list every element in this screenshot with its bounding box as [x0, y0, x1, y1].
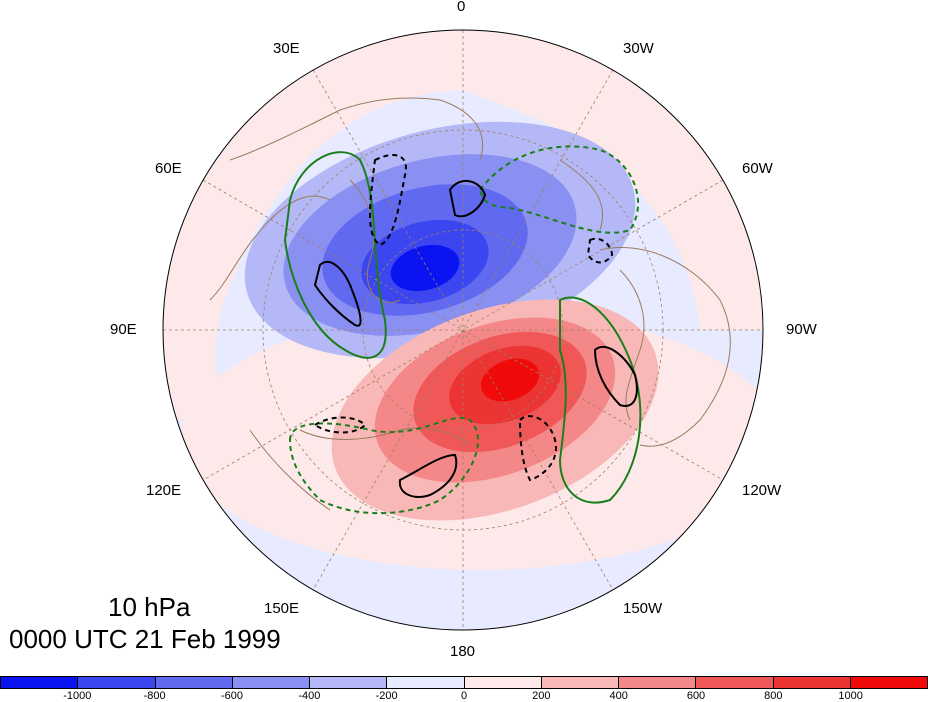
colorbar-tick-label: 1000 — [838, 690, 863, 702]
pressure-level-title: 10 hPa — [108, 592, 191, 622]
colorbar-tick-label: -800 — [143, 690, 166, 702]
colorbar-swatch — [387, 677, 465, 688]
colorbar-swatch — [850, 677, 927, 688]
lon-label-150e: 150E — [264, 600, 300, 617]
anomaly-positive-outer — [163, 30, 463, 420]
lon-label-180: 180 — [450, 643, 476, 660]
lon-label-0: 0 — [457, 0, 466, 15]
colorbar-tick-label: -1000 — [63, 690, 92, 702]
colorbar-swatch — [310, 677, 388, 688]
colorbar-swatch — [773, 677, 851, 688]
colorbar-swatch — [155, 677, 233, 688]
colorbar-tick-label: 200 — [532, 690, 551, 702]
colorbar-tick-label: -600 — [220, 690, 244, 702]
colorbar — [0, 676, 928, 689]
lon-label-30w: 30W — [623, 40, 654, 57]
coastlines — [209, 97, 731, 511]
colorbar-swatch — [696, 677, 774, 688]
colorbar-swatch — [541, 677, 619, 688]
colorbar-tick-label: 800 — [764, 690, 783, 702]
lon-label-90w: 90W — [786, 321, 817, 338]
graticule — [163, 30, 763, 630]
lon-label-30e: 30E — [273, 40, 300, 57]
green-contours — [283, 145, 642, 515]
map-border — [162, 29, 764, 631]
lon-label-150w: 150W — [623, 600, 663, 617]
colorbar-swatch — [619, 677, 697, 688]
anomaly-positive-1000 — [480, 358, 540, 402]
colorbar-tick-label: 0 — [460, 690, 468, 702]
black-contours — [313, 154, 638, 498]
lon-label-60e: 60E — [155, 160, 182, 177]
colorbar-swatch — [78, 677, 156, 688]
anomaly-positive-outer-2 — [463, 30, 763, 330]
lon-label-120w: 120W — [742, 482, 782, 499]
anomaly-negative-1000 — [390, 244, 460, 292]
colorbar-swatch — [464, 677, 542, 688]
colorbar-tick-label: 400 — [609, 690, 628, 702]
colorbar-swatch — [1, 677, 79, 688]
colorbar-tick-label: -400 — [298, 690, 321, 702]
colorbar-tick-label: -200 — [375, 690, 398, 702]
colorbar-swatch — [232, 677, 310, 688]
lon-label-90e: 90E — [110, 321, 137, 338]
colorbar-tick-label: 600 — [686, 690, 706, 702]
lon-label-120e: 120E — [146, 482, 182, 499]
lon-label-60w: 60W — [742, 160, 773, 177]
time-title: 0000 UTC 21 Feb 1999 — [9, 624, 281, 654]
